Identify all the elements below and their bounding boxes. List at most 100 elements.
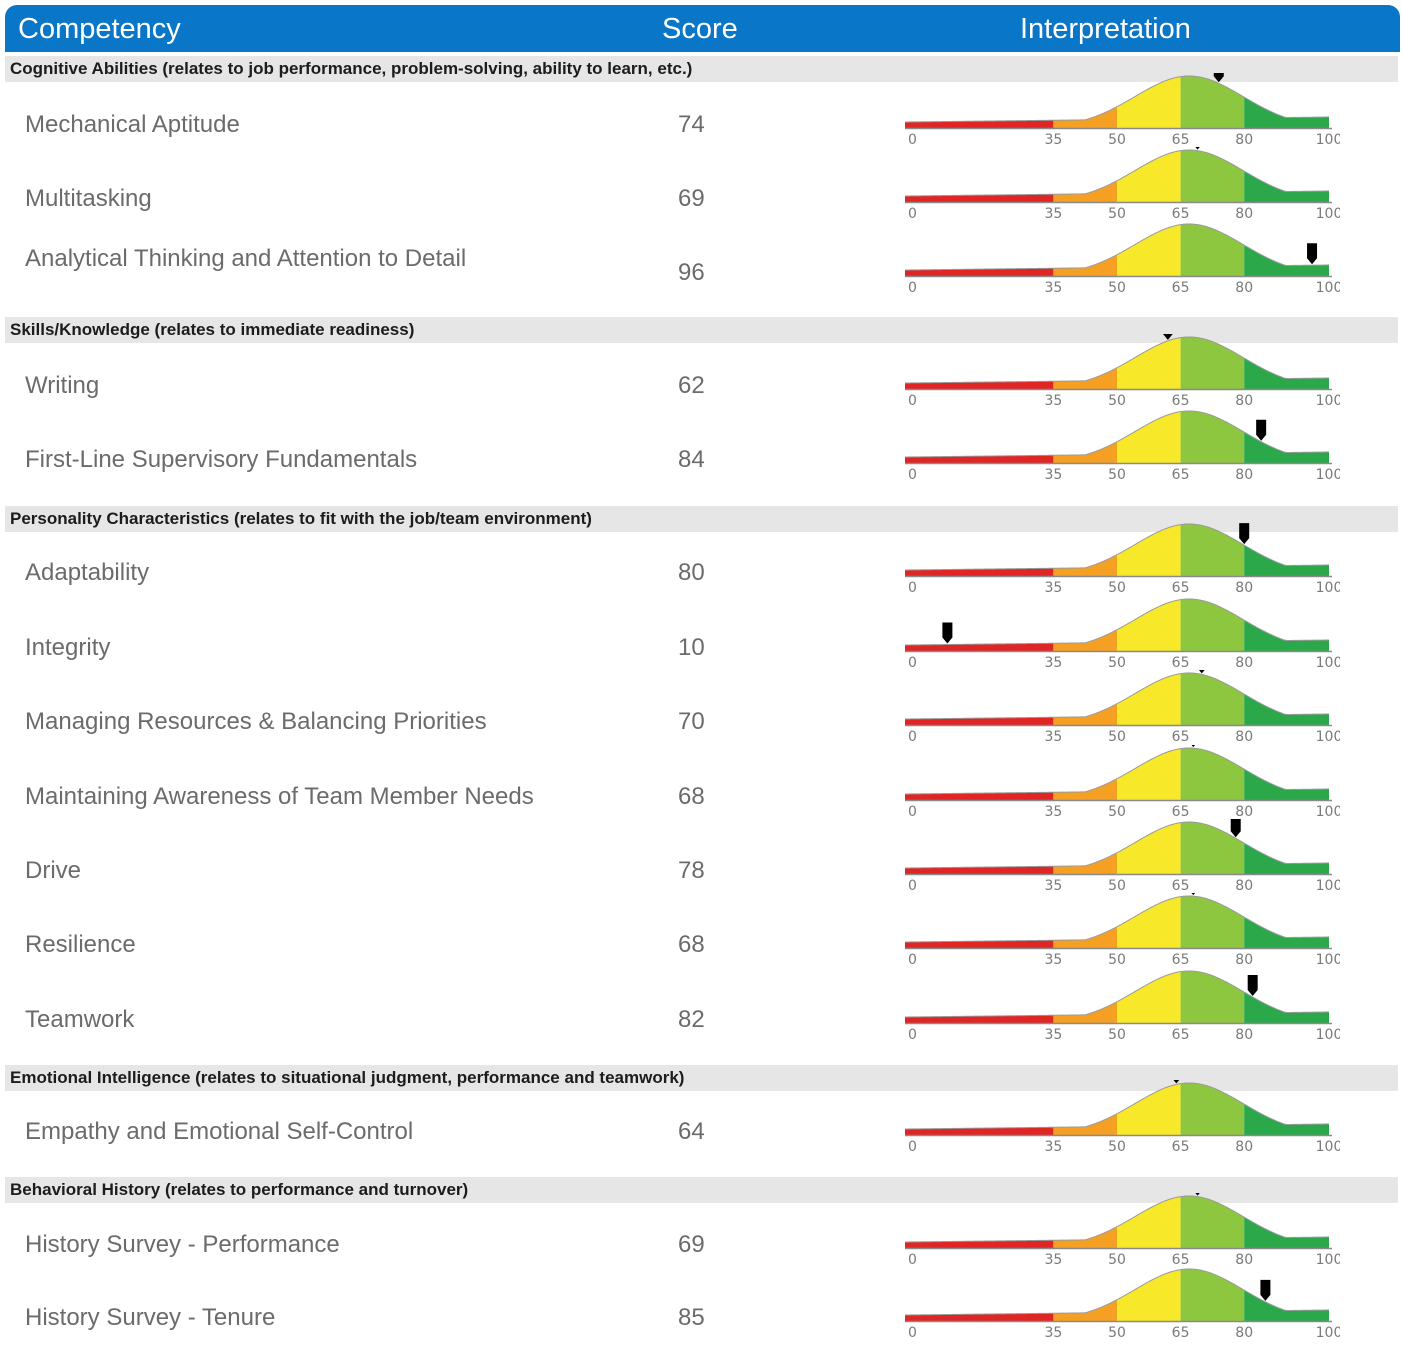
- dark-green-band: [1244, 171, 1329, 202]
- competency-score: 69: [678, 1231, 705, 1258]
- score-marker: [1173, 1080, 1180, 1084]
- competency-row: Adaptability 80 0 35 50 65 80 100: [0, 523, 1403, 613]
- tick-label: 35: [1044, 132, 1062, 148]
- dark-green-band: [1244, 1290, 1329, 1321]
- competency-score: 78: [678, 857, 705, 884]
- orange-band: [1053, 367, 1117, 389]
- table-header: Competency Score Interpretation: [5, 5, 1400, 52]
- competency-row: Maintaining Awareness of Team Member Nee…: [0, 745, 1403, 837]
- dark-green-band: [1244, 694, 1329, 725]
- red-band: [905, 717, 1054, 725]
- light-green-band: [1180, 224, 1245, 276]
- light-green-band: [1180, 896, 1245, 948]
- competency-name: Empathy and Emotional Self-Control: [25, 1118, 414, 1145]
- score-gauge: 0 35 50 65 80 100: [904, 1080, 1340, 1155]
- competency-name: Integrity: [25, 634, 111, 661]
- red-band: [905, 792, 1054, 800]
- tick-label: 100: [1316, 655, 1340, 671]
- tick-label: 100: [1316, 467, 1340, 483]
- score-gauge: 0 35 50 65 80 100: [904, 598, 1340, 671]
- score-marker: [1239, 523, 1250, 545]
- tick-label: 0: [908, 1027, 917, 1043]
- tick-label: 35: [1044, 729, 1062, 745]
- dark-green-band: [1244, 245, 1329, 276]
- tick-label: 0: [908, 1325, 917, 1341]
- tick-label: 35: [1044, 393, 1062, 409]
- orange-band: [1053, 629, 1117, 651]
- tick-label: 65: [1172, 1325, 1190, 1341]
- tick-label: 65: [1172, 952, 1190, 968]
- competency-name: Maintaining Awareness of Team Member Nee…: [25, 783, 534, 810]
- tick-label: 35: [1044, 655, 1062, 671]
- tick-label: 80: [1235, 467, 1253, 483]
- score-marker: [1195, 147, 1200, 150]
- tick-label: 0: [908, 952, 917, 968]
- tick-label: 80: [1235, 729, 1253, 745]
- tick-label: 35: [1044, 1325, 1062, 1341]
- tick-label: 35: [1044, 280, 1062, 296]
- competency-score: 62: [678, 372, 705, 399]
- section-header: Personality Characteristics (relates to …: [5, 506, 1398, 532]
- competency-row: Integrity 10 0 35 50 65 80 100: [0, 598, 1403, 688]
- competency-name: Adaptability: [25, 559, 150, 586]
- competency-row: History Survey - Tenure 85 0 35 50 65 80 100: [0, 1268, 1403, 1358]
- tick-label: 100: [1316, 206, 1340, 222]
- competency-score: 96: [678, 259, 705, 286]
- red-band: [905, 568, 1054, 576]
- competency-name: Writing: [25, 372, 100, 399]
- tick-label: 65: [1172, 878, 1190, 894]
- red-band: [905, 194, 1054, 202]
- competency-name: First-Line Supervisory Fundamentals: [25, 446, 418, 473]
- yellow-band: [1117, 76, 1181, 128]
- tick-label: 50: [1108, 804, 1126, 820]
- tick-label: 0: [908, 467, 917, 483]
- light-green-band: [1180, 822, 1245, 874]
- competency-score: 68: [678, 783, 705, 810]
- score-gauge: 0 35 50 65 80 100: [904, 745, 1340, 820]
- tick-label: 35: [1044, 206, 1062, 222]
- yellow-band: [1117, 896, 1181, 948]
- score-marker: [1213, 73, 1224, 83]
- tick-label: 50: [1108, 580, 1126, 596]
- light-green-band: [1180, 337, 1245, 389]
- competency-score: 70: [678, 708, 705, 735]
- orange-band: [1053, 441, 1117, 463]
- tick-label: 35: [1044, 804, 1062, 820]
- competency-name: Resilience: [25, 931, 136, 958]
- red-band: [905, 120, 1054, 128]
- tick-label: 100: [1316, 393, 1340, 409]
- competency-score: 84: [678, 446, 705, 473]
- competency-score: 74: [678, 111, 705, 138]
- tick-label: 80: [1235, 132, 1253, 148]
- red-band: [905, 1127, 1054, 1135]
- tick-label: 0: [908, 1252, 917, 1268]
- tick-label: 0: [908, 393, 917, 409]
- competency-name: Drive: [25, 857, 82, 884]
- tick-label: 80: [1235, 1325, 1253, 1341]
- competency-column-header: Competency: [18, 13, 181, 45]
- score-gauge: 0 35 50 65 80 100: [904, 670, 1340, 745]
- score-gauge: 0 35 50 65 80 100: [904, 73, 1340, 148]
- yellow-band: [1117, 1083, 1181, 1135]
- tick-label: 0: [908, 729, 917, 745]
- tick-label: 0: [908, 804, 917, 820]
- competency-row: History Survey - Performance 69 0 35 50 65 80 1…: [0, 1193, 1403, 1285]
- tick-label: 35: [1044, 952, 1062, 968]
- competency-score: 64: [678, 1118, 705, 1145]
- light-green-band: [1180, 971, 1245, 1023]
- tick-label: 80: [1235, 952, 1253, 968]
- orange-band: [1053, 1113, 1117, 1135]
- orange-band: [1053, 106, 1117, 128]
- red-band: [905, 866, 1054, 874]
- tick-label: 50: [1108, 393, 1126, 409]
- competency-name: History Survey - Performance: [25, 1231, 340, 1258]
- score-marker: [1191, 893, 1196, 896]
- tick-label: 100: [1316, 1139, 1340, 1155]
- tick-label: 65: [1172, 206, 1190, 222]
- tick-label: 80: [1235, 1027, 1253, 1043]
- tick-label: 0: [908, 280, 917, 296]
- competency-row: Drive 78 0 35 50 65 80 100: [0, 819, 1403, 911]
- score-marker: [1162, 334, 1173, 340]
- yellow-band: [1117, 1196, 1181, 1248]
- yellow-band: [1117, 971, 1181, 1023]
